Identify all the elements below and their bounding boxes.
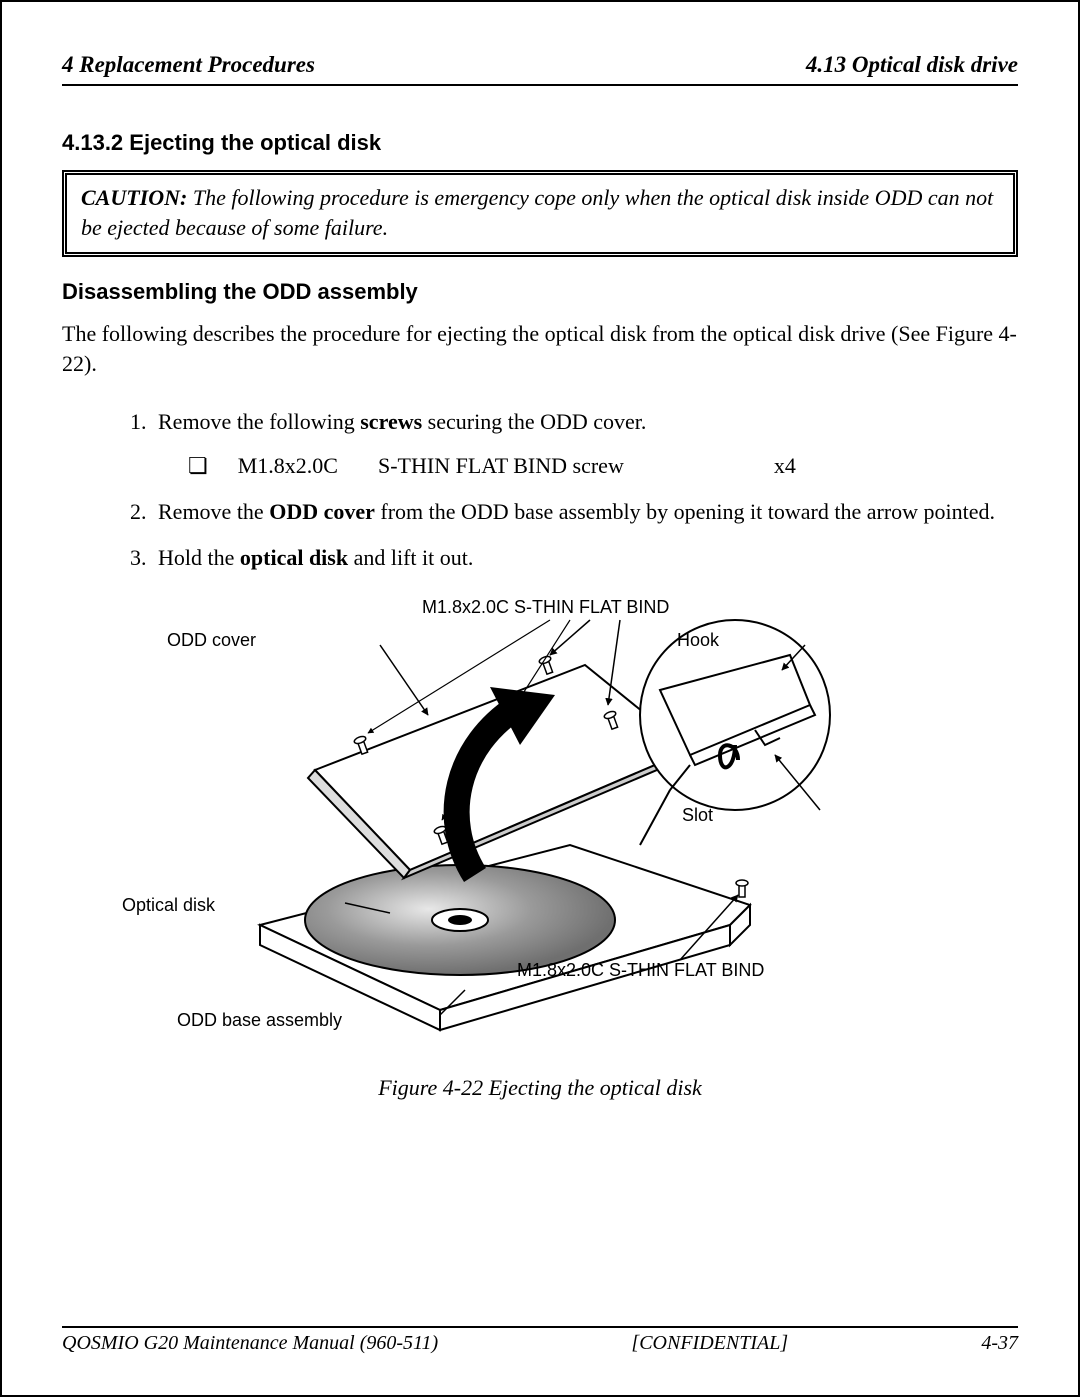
label-slot: Slot: [682, 805, 713, 826]
label-odd-base: ODD base assembly: [177, 1010, 342, 1031]
figure-4-22: M1.8x2.0C S-THIN FLAT BIND ODD cover Hoo…: [62, 595, 1018, 1326]
caution-label: CAUTION:: [81, 185, 187, 210]
label-hook: Hook: [677, 630, 719, 651]
step-1: Remove the following screws securing the…: [152, 405, 1018, 483]
footer-right: 4-37: [981, 1332, 1018, 1355]
step-list: Remove the following screws securing the…: [62, 393, 1018, 575]
label-optical-disk: Optical disk: [122, 895, 215, 916]
label-screw-top: M1.8x2.0C S-THIN FLAT BIND: [422, 597, 669, 618]
caution-box: CAUTION: The following procedure is emer…: [62, 170, 1018, 257]
screw-desc: S-THIN FLAT BIND screw: [378, 449, 624, 483]
step-2: Remove the ODD cover from the ODD base a…: [152, 495, 1018, 529]
figure-caption: Figure 4-22 Ejecting the optical disk: [62, 1075, 1018, 1101]
header-right: 4.13 Optical disk drive: [806, 52, 1018, 78]
footer-center: [CONFIDENTIAL]: [631, 1332, 788, 1355]
screw-spec: ❏ M1.8x2.0C S-THIN FLAT BIND screw x4: [188, 449, 1018, 483]
page-footer: QOSMIO G20 Maintenance Manual (960-511) …: [62, 1326, 1018, 1355]
screw-qty: x4: [774, 449, 796, 483]
section-title: 4.13.2 Ejecting the optical disk: [62, 130, 1018, 156]
header-left: 4 Replacement Procedures: [62, 52, 315, 78]
page-header: 4 Replacement Procedures 4.13 Optical di…: [62, 52, 1018, 86]
label-odd-cover: ODD cover: [167, 630, 256, 651]
subsection-title: Disassembling the ODD assembly: [62, 279, 1018, 305]
caution-text: The following procedure is emergency cop…: [81, 185, 993, 240]
screw-code: M1.8x2.0C: [238, 449, 338, 483]
page-frame: 4 Replacement Procedures 4.13 Optical di…: [0, 0, 1080, 1397]
diagram-svg: [190, 595, 890, 1055]
label-screw-bottom: M1.8x2.0C S-THIN FLAT BIND: [517, 960, 764, 981]
footer-left: QOSMIO G20 Maintenance Manual (960-511): [62, 1332, 438, 1355]
step-3: Hold the optical disk and lift it out.: [152, 541, 1018, 575]
intro-paragraph: The following describes the procedure fo…: [62, 319, 1018, 378]
checkbox-icon: ❏: [188, 449, 208, 483]
